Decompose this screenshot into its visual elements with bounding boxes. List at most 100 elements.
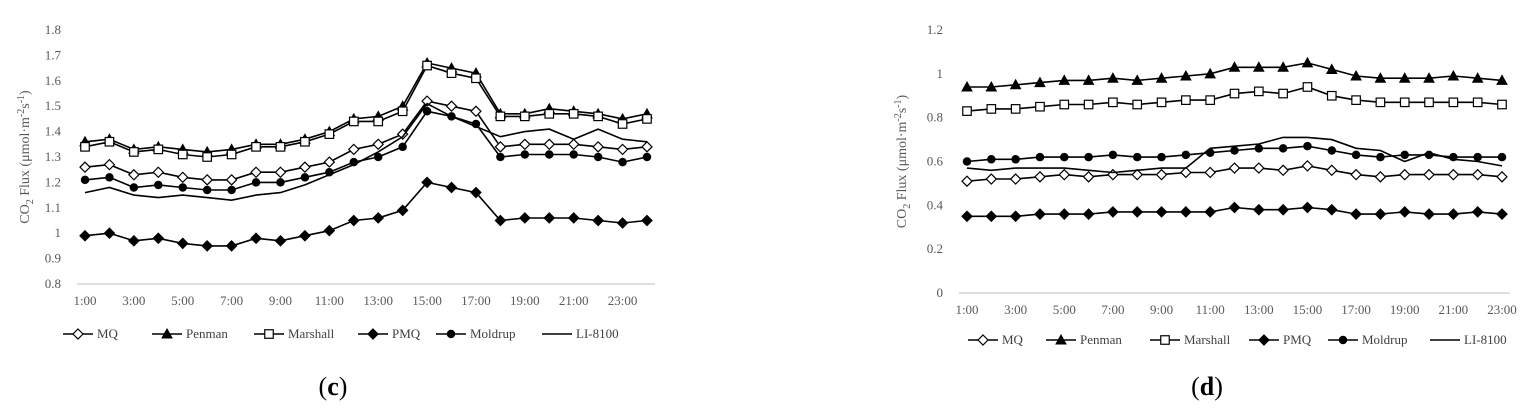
data-point-marshall [617,119,628,129]
data-point-moldrup [520,150,530,159]
series-line-mq [84,100,648,181]
data-point-moldrup [1108,150,1118,160]
data-point-mq [103,158,116,171]
data-point-mq [445,100,458,113]
y-tick-label: 1.1 [45,200,61,215]
y-tick-label: 1.3 [45,149,61,164]
data-point-marshall [642,114,652,124]
data-point-moldrup [154,180,163,190]
data-point-marshall [1448,97,1459,108]
y-tick-label: 1.5 [45,98,61,113]
data-point-pmq [1058,208,1071,220]
data-point-pmq [1423,208,1435,220]
data-point-marshall [1059,99,1070,110]
data-point-pmq [103,227,116,240]
data-point-pmq [1447,208,1460,220]
y-tick-label: 1.8 [45,22,61,37]
data-point-marshall [1302,82,1313,92]
data-point-marshall [324,129,335,139]
legend-label-penman: Penman [186,326,228,341]
data-point-moldrup [251,178,261,187]
y-axis-label: CO2 Flux (μmol·m-2s-1) [893,94,913,228]
legend-label-marshall: Marshall [288,326,335,341]
data-point-mq [1131,168,1144,181]
y-tick-label: 1 [937,66,944,81]
data-point-moldrup [1351,150,1361,160]
data-point-moldrup [129,183,139,192]
data-point-mq [470,105,482,118]
data-point-pmq [372,212,385,224]
data-point-penman [1180,69,1192,81]
data-point-mq [128,168,140,181]
legend-label-pmq: PMQ [392,326,421,341]
data-point-pmq [543,212,556,224]
data-point-moldrup [178,183,187,192]
data-point-mq [1374,170,1387,183]
data-point-pmq [470,186,482,199]
data-point-marshall [1472,97,1483,108]
data-point-marshall [1278,88,1288,99]
data-point-moldrup [545,150,554,159]
data-point-penman [1228,61,1241,72]
legend-label-penman: Penman [1080,332,1122,347]
legend-label-marshall: Marshall [1184,332,1231,347]
data-point-pmq [128,234,140,247]
data-point-pmq [1228,201,1241,214]
x-tick-label: 3:00 [122,293,145,308]
data-point-marshall [1205,95,1216,105]
data-point-marshall [1326,90,1337,101]
data-point-mq [1447,168,1460,181]
data-point-moldrup [1303,141,1312,151]
y-tick-label: 0 [937,285,944,300]
x-tick-label: 9:00 [1150,302,1173,317]
data-point-pmq [985,210,998,223]
data-point-penman [1252,61,1265,72]
series-line-marshall [84,64,648,158]
data-point-marshall [986,104,997,114]
data-point-pmq [1107,206,1119,218]
x-tick-label: 21:00 [559,293,589,308]
data-point-penman [1277,61,1289,72]
legend-label-moldrup: Moldrup [470,326,516,341]
data-point-marshall [1351,95,1361,105]
data-point-mq [1252,162,1265,174]
data-point-mq [79,161,91,174]
x-tick-label: 9:00 [269,293,292,308]
data-point-penman [1107,72,1119,83]
data-point-marshall [446,68,457,79]
data-point-pmq [1301,201,1314,214]
data-point-moldrup [496,152,505,162]
data-point-moldrup [227,185,236,195]
data-point-mq [1325,164,1338,177]
data-point-pmq [201,240,214,252]
data-point-moldrup [80,175,90,185]
data-point-penman [1471,72,1484,83]
y-tick-label: 1 [55,225,62,240]
data-point-penman [1496,74,1508,85]
data-point-marshall [1375,97,1386,108]
chart-panel-d: 0 0.2 0.4 0.6 0.8 1 1.2 1:00 3:00 5:00 7:00 9:00 11:… [893,22,1517,347]
data-point-mq [1009,173,1022,185]
x-tick-label: 13:00 [363,293,393,308]
data-point-mq [641,140,653,153]
data-point-moldrup [1011,155,1020,164]
data-point-pmq [1325,203,1338,216]
data-point-mq [176,171,189,184]
data-point-penman [1398,72,1411,83]
legend-label-li-8100: LI-8100 [576,326,619,341]
data-point-pmq [1471,206,1484,218]
series-line-pmq [84,181,648,247]
x-tick-label: 17:00 [1341,302,1371,317]
data-point-moldrup [276,178,285,187]
data-point-mq [225,174,238,186]
x-tick-label: 19:00 [510,293,540,308]
data-point-mq [299,161,311,174]
data-point-marshall [519,111,530,122]
data-point-pmq [445,181,458,194]
y-tick-label: 1.2 [927,22,943,37]
chart-panel-c: 0.8 0.9 1 1.1 1.2 1.3 1.4 1.5 1.6 1.7 1.8 1:00 3:00 5… [16,22,655,341]
data-point-marshall [373,116,384,127]
data-point-mq [1204,166,1217,179]
y-tick-label: 1.6 [45,73,62,88]
data-point-pmq [1009,210,1022,223]
